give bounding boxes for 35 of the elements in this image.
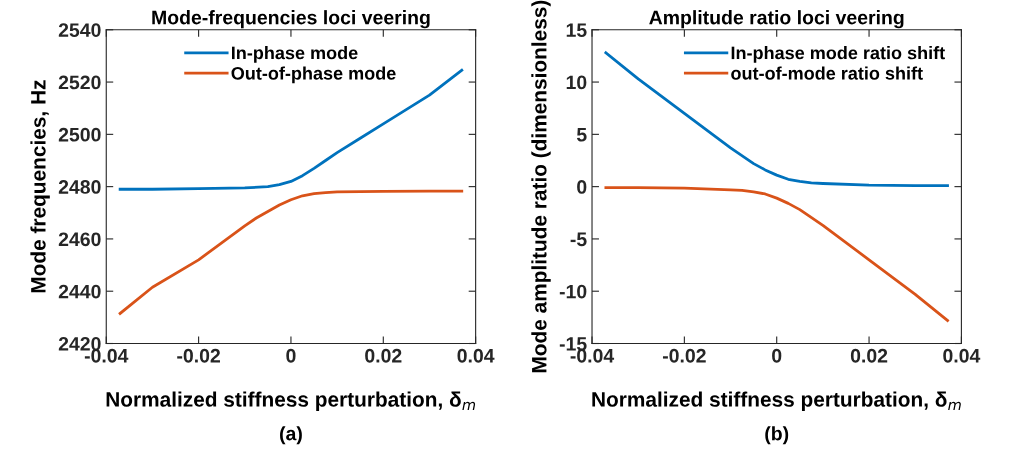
x-tick-label: 0 [772,348,782,363]
line-series [604,186,949,322]
text: (b) [765,426,789,445]
x-tick-label: 0.02 [365,348,402,363]
legend-label: out-of-mode ratio shift [731,66,923,80]
y-tick-label: 15 [566,23,587,38]
y-tick-label: 5 [576,128,587,142]
y-tick-label: 10 [566,75,587,90]
y-tick-label: -10 [559,284,587,299]
x-tick-label: 0.02 [850,348,888,363]
x-tick-label: 0 [286,348,296,363]
text: (a) [280,426,302,445]
y-tick-label: 2440 [58,284,101,299]
x-tick-label: -0.02 [177,348,220,363]
legend-label: In-phase mode ratio shift [731,46,945,63]
y-tick-label: 2520 [58,75,101,90]
y-tick-label: 0 [577,180,587,194]
x-tick-label: 0.04 [943,348,981,363]
chart-title: Amplitude ratio loci veering [649,10,904,29]
y-axis-title: Mode frequencies, Hz [30,80,50,293]
y-tick-label: 2500 [58,127,101,142]
y-tick-label: 2480 [58,180,101,194]
line-series [118,68,464,191]
x-tick-label: 0.04 [457,348,495,363]
legend-label: Out-of-phase mode [231,66,396,84]
x-tick-label: -0.02 [662,348,706,363]
y-tick-label: 2460 [58,232,101,247]
legend-label: In-phase mode [231,46,358,63]
x-axis-title: Normalized stiffness perturbation, δ$_{m}$ [592,391,961,411]
y-axis-title: Mode amplitude ratio (dimensionless) [531,0,551,373]
x-axis-title: Normalized stiffness perturbation, δ$_{m}$ [106,391,476,411]
y-tick-label: 2540 [58,23,101,38]
chart-title: Mode-frequencies loci veering [152,10,430,29]
line-series [118,189,464,315]
y-tick-label: -5 [570,232,587,247]
